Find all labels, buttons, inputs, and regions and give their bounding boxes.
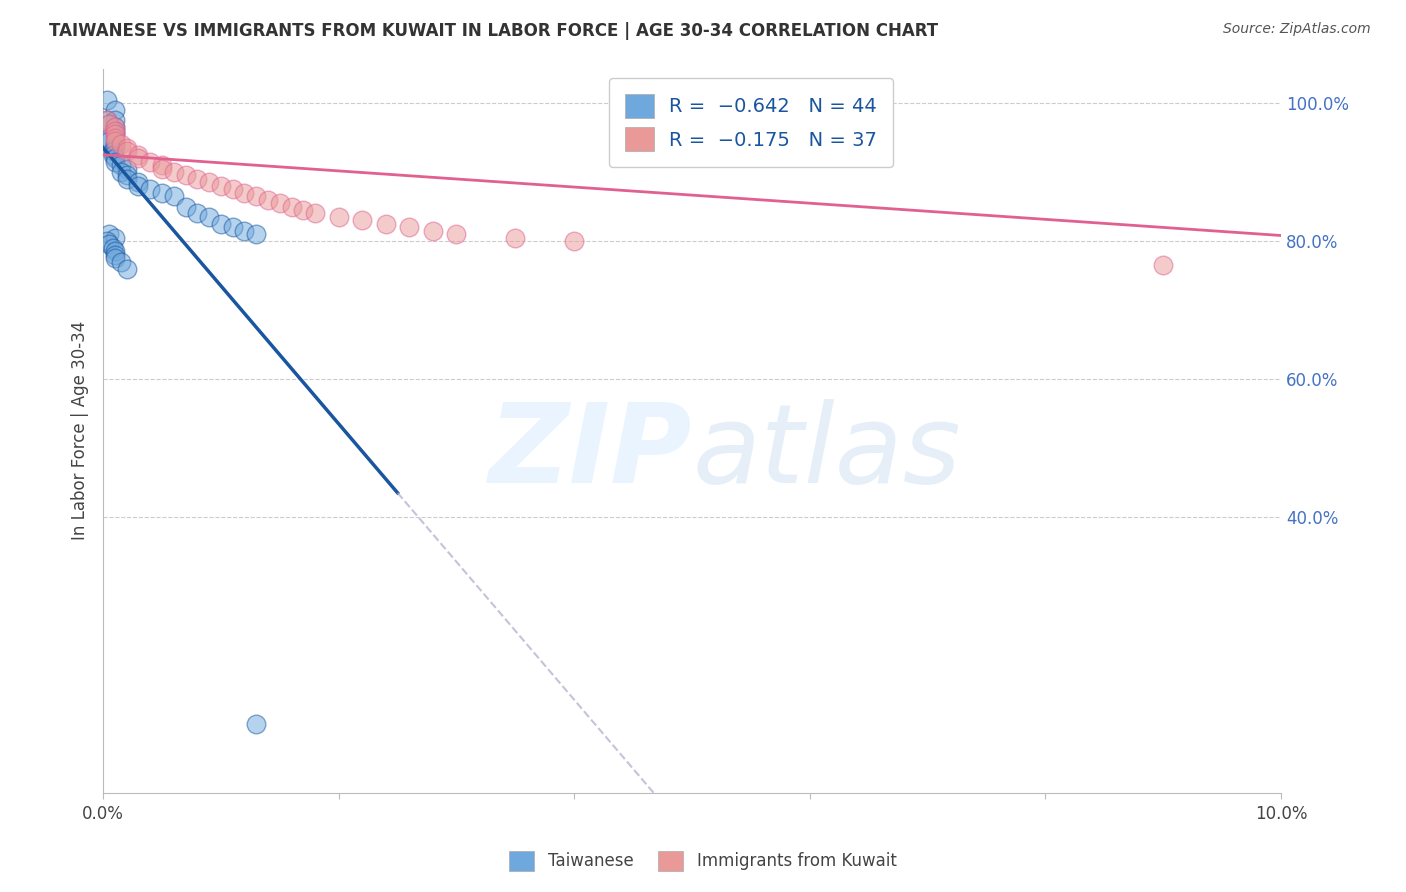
Point	[186, 172, 208, 186]
Point	[115, 169, 138, 183]
Text: atlas: atlas	[692, 399, 960, 506]
Point	[101, 145, 124, 159]
Point	[98, 117, 121, 131]
Point	[98, 227, 121, 241]
Point	[98, 237, 121, 252]
Point	[110, 165, 132, 179]
Point	[150, 158, 173, 172]
Point	[98, 117, 121, 131]
Y-axis label: In Labor Force | Age 30-34: In Labor Force | Age 30-34	[72, 321, 89, 541]
Point	[209, 178, 232, 193]
Text: ZIP: ZIP	[488, 399, 692, 506]
Point	[104, 120, 127, 135]
Point	[233, 186, 256, 200]
Point	[127, 151, 149, 165]
Point	[221, 220, 243, 235]
Point	[104, 113, 127, 128]
Point	[98, 130, 121, 145]
Point	[163, 189, 186, 203]
Point	[127, 175, 149, 189]
Point	[104, 154, 127, 169]
Point	[269, 196, 291, 211]
Point	[104, 120, 127, 135]
Point	[115, 261, 138, 276]
Point	[104, 127, 127, 141]
Point	[245, 717, 267, 731]
Point	[101, 148, 124, 162]
Point	[104, 248, 127, 262]
Point	[422, 224, 444, 238]
Text: Source: ZipAtlas.com: Source: ZipAtlas.com	[1223, 22, 1371, 37]
Point	[104, 130, 127, 145]
Point	[127, 178, 149, 193]
Point	[446, 227, 468, 241]
Text: TAIWANESE VS IMMIGRANTS FROM KUWAIT IN LABOR FORCE | AGE 30-34 CORRELATION CHART: TAIWANESE VS IMMIGRANTS FROM KUWAIT IN L…	[49, 22, 938, 40]
Point	[221, 182, 243, 196]
Point	[352, 213, 374, 227]
Point	[280, 200, 302, 214]
Point	[110, 137, 132, 152]
Point	[104, 103, 127, 117]
Point	[209, 217, 232, 231]
Point	[150, 161, 173, 176]
Point	[198, 175, 221, 189]
Point	[328, 210, 350, 224]
Point	[96, 113, 118, 128]
Point	[104, 127, 127, 141]
Point	[245, 189, 267, 203]
Point	[115, 145, 138, 159]
Point	[398, 220, 420, 235]
Point	[127, 148, 149, 162]
Point	[104, 134, 127, 148]
Point	[186, 206, 208, 220]
Point	[198, 210, 221, 224]
Point	[292, 202, 315, 217]
Point	[245, 227, 267, 241]
Point	[115, 172, 138, 186]
Point	[104, 230, 127, 244]
Point	[110, 158, 132, 172]
Point	[304, 206, 326, 220]
Point	[562, 234, 585, 248]
Point	[96, 234, 118, 248]
Point	[104, 123, 127, 137]
Point	[174, 169, 197, 183]
Point	[115, 141, 138, 155]
Point	[104, 123, 127, 137]
Point	[104, 244, 127, 259]
Point	[174, 200, 197, 214]
Point	[110, 254, 132, 268]
Point	[104, 137, 127, 152]
Point	[150, 186, 173, 200]
Point	[101, 241, 124, 255]
Legend: R =  −0.642   N = 44, R =  −0.175   N = 37: R = −0.642 N = 44, R = −0.175 N = 37	[609, 78, 893, 167]
Point	[115, 161, 138, 176]
Point	[104, 141, 127, 155]
Point	[374, 217, 396, 231]
Point	[96, 93, 118, 107]
Point	[233, 224, 256, 238]
Point	[96, 113, 118, 128]
Point	[104, 252, 127, 266]
Point	[139, 154, 162, 169]
Point	[139, 182, 162, 196]
Point	[1152, 258, 1174, 272]
Point	[104, 151, 127, 165]
Legend: Taiwanese, Immigrants from Kuwait: Taiwanese, Immigrants from Kuwait	[501, 842, 905, 880]
Point	[257, 193, 280, 207]
Point	[163, 165, 186, 179]
Point	[505, 230, 527, 244]
Point	[98, 134, 121, 148]
